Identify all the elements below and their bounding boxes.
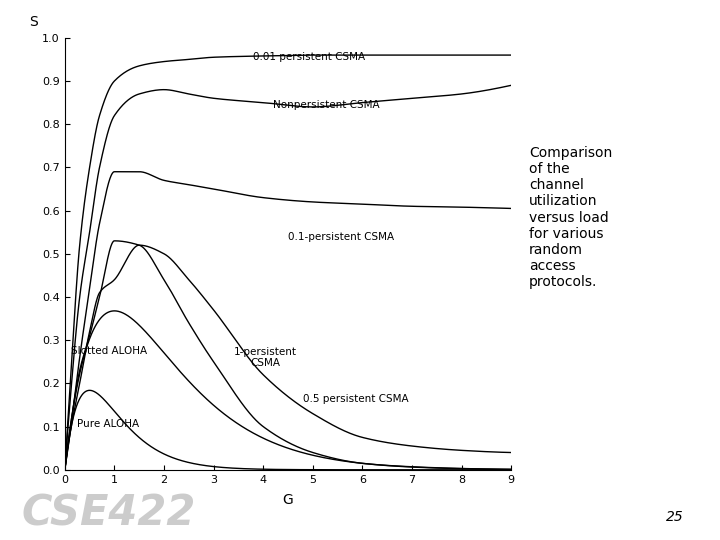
Text: Comparison
of the
channel
utilization
versus load
for various
random
access
prot: Comparison of the channel utilization ve…: [529, 146, 613, 289]
Text: 0.5 persistent CSMA: 0.5 persistent CSMA: [303, 394, 408, 403]
Text: 0.01 persistent CSMA: 0.01 persistent CSMA: [253, 52, 366, 62]
X-axis label: G: G: [283, 493, 293, 507]
Text: Slotted ALOHA: Slotted ALOHA: [71, 346, 147, 356]
Text: CSE422: CSE422: [22, 492, 196, 535]
Text: 25: 25: [666, 510, 684, 524]
Text: 0.1-persistent CSMA: 0.1-persistent CSMA: [288, 232, 394, 241]
Text: Pure ALOHA: Pure ALOHA: [77, 420, 140, 429]
Text: S: S: [29, 15, 38, 29]
Text: Nonpersistent CSMA: Nonpersistent CSMA: [273, 100, 379, 110]
Text: 1-persistent
CSMA: 1-persistent CSMA: [234, 347, 297, 368]
